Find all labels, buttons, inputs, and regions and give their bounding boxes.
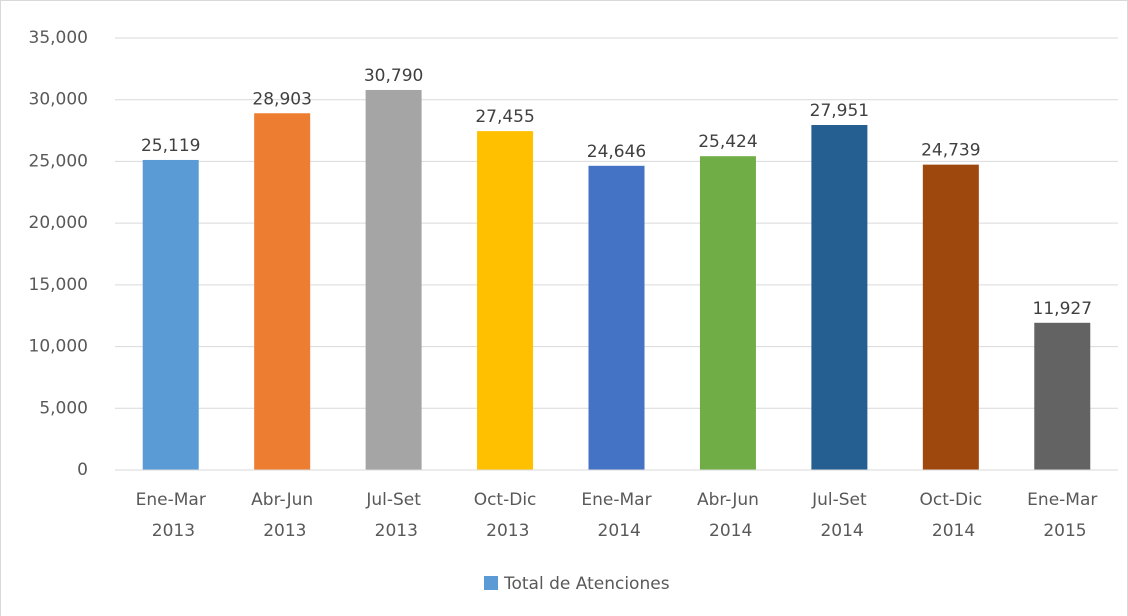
data-label: 28,903 bbox=[252, 89, 311, 109]
y-tick-label: 30,000 bbox=[29, 90, 88, 110]
bar bbox=[588, 165, 645, 470]
bar bbox=[142, 159, 199, 470]
bar bbox=[254, 113, 311, 471]
bar bbox=[699, 156, 756, 471]
x-tick-label: Ene-Mar 2013 bbox=[136, 490, 206, 541]
data-label: 25,424 bbox=[698, 132, 757, 152]
y-tick-label: 10,000 bbox=[29, 337, 88, 357]
legend-label: Total de Atenciones bbox=[503, 574, 670, 594]
data-label: 27,951 bbox=[810, 101, 869, 121]
x-tick-label: Jul-Set 2013 bbox=[365, 490, 421, 541]
data-label: 30,790 bbox=[364, 66, 423, 86]
bar bbox=[365, 89, 422, 470]
bar bbox=[477, 131, 534, 470]
y-tick-label: 35,000 bbox=[29, 28, 88, 48]
legend-swatch bbox=[484, 576, 498, 590]
data-label: 27,455 bbox=[475, 107, 534, 127]
y-tick-label: 15,000 bbox=[29, 275, 88, 295]
x-tick-label: Oct-Dic 2013 bbox=[474, 490, 537, 541]
x-tick-label: Jul-Set 2014 bbox=[811, 490, 867, 541]
x-tick-label: Oct-Dic 2014 bbox=[919, 490, 982, 541]
y-tick-label: 5,000 bbox=[39, 398, 88, 418]
x-tick-label: Ene-Mar 2014 bbox=[581, 490, 651, 541]
data-label: 24,739 bbox=[921, 141, 980, 161]
x-tick-label: Abr-Jun 2013 bbox=[251, 490, 313, 541]
bar bbox=[922, 164, 979, 470]
bar bbox=[1034, 322, 1091, 470]
data-label: 25,119 bbox=[141, 136, 200, 156]
data-label: 11,927 bbox=[1033, 299, 1092, 319]
x-tick-label: Abr-Jun 2014 bbox=[697, 490, 759, 541]
y-tick-label: 20,000 bbox=[29, 213, 88, 233]
y-tick-label: 0 bbox=[77, 460, 88, 480]
data-label: 24,646 bbox=[587, 142, 646, 162]
x-tick-label: Ene-Mar 2015 bbox=[1027, 490, 1097, 541]
y-tick-label: 25,000 bbox=[29, 151, 88, 171]
bar bbox=[811, 125, 868, 471]
